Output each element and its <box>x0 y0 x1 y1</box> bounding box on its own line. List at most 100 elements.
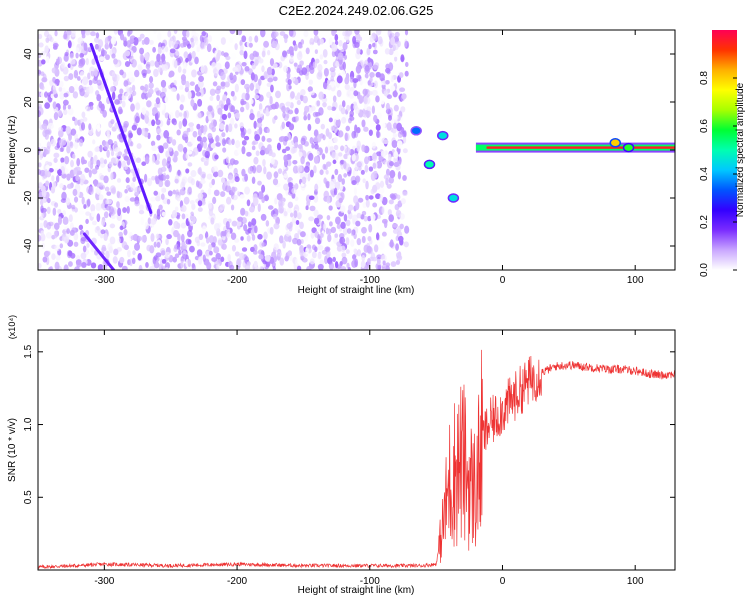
heatmap-cell <box>83 204 87 209</box>
heatmap-cell <box>90 31 96 37</box>
heatmap-cell <box>38 110 41 118</box>
heatmap-cell <box>261 242 267 247</box>
heatmap-cell <box>368 166 374 172</box>
heatmap-cell <box>176 244 181 250</box>
heatmap-cell <box>190 37 194 43</box>
heatmap-cell <box>365 194 370 201</box>
heatmap-cell <box>121 100 126 108</box>
heatmap-cell <box>314 49 318 55</box>
heatmap-cell <box>227 112 232 119</box>
heatmap-cell <box>65 197 71 206</box>
heatmap-cell <box>46 56 50 64</box>
heatmap-cell <box>307 173 311 182</box>
heatmap-cell <box>356 212 362 219</box>
heatmap-cell <box>266 138 272 143</box>
heatmap-cell <box>375 124 381 131</box>
heatmap-cell <box>62 216 69 225</box>
heatmap-cell <box>148 88 154 95</box>
heatmap-cell <box>52 207 57 216</box>
heatmap-cell <box>66 30 72 36</box>
heatmap-cell <box>123 228 128 236</box>
heatmap-cell <box>215 252 221 260</box>
heatmap-cell <box>346 104 351 112</box>
heatmap-cell <box>369 120 375 128</box>
heatmap-cell <box>280 221 284 230</box>
heatmap-cell <box>93 179 98 187</box>
heatmap-cell <box>371 256 378 262</box>
heatmap-cell <box>46 145 51 155</box>
heatmap-cell <box>246 151 252 157</box>
heatmap-cell <box>41 242 45 249</box>
heatmap-cell <box>163 130 170 139</box>
heatmap-cell <box>317 244 324 251</box>
heatmap-cell <box>319 232 324 238</box>
heatmap-cell <box>332 159 337 165</box>
heatmap-cell <box>48 221 54 227</box>
heatmap-cell <box>221 243 227 250</box>
heatmap-cell <box>354 41 360 48</box>
heatmap-cell <box>366 155 371 162</box>
heatmap-cell <box>156 208 161 217</box>
heatmap-cell <box>328 117 333 123</box>
heatmap-cell <box>223 94 227 100</box>
heatmap-cell <box>239 122 244 129</box>
heatmap-cell <box>402 148 408 154</box>
heatmap-cell <box>185 57 189 63</box>
heatmap-cell <box>266 171 272 180</box>
heatmap-cell <box>368 43 372 50</box>
heatmap-cell <box>87 160 94 168</box>
heatmap-cell <box>251 176 256 185</box>
heatmap-cell <box>338 197 343 203</box>
heatmap-cell <box>353 90 359 97</box>
heatmap-cell <box>134 242 140 251</box>
heatmap-cell <box>342 226 348 236</box>
heatmap-cell <box>311 251 317 259</box>
heatmap-cell <box>158 179 164 188</box>
heatmap-cell <box>106 198 113 205</box>
heatmap-cell <box>40 90 44 99</box>
heatmap-cell <box>244 173 248 182</box>
heatmap-cell <box>173 60 178 69</box>
heatmap-cell <box>249 82 255 91</box>
heatmap-cell <box>328 132 333 140</box>
heatmap-cell <box>159 91 166 99</box>
heatmap-cell <box>394 203 400 211</box>
heatmap-cell <box>303 115 308 121</box>
heatmap-cell <box>265 111 270 117</box>
heatmap-cell <box>187 239 192 245</box>
heatmap-cell <box>197 80 204 89</box>
heatmap-cell <box>121 265 128 270</box>
heatmap-cell <box>146 178 153 187</box>
heatmap-cell <box>40 205 44 214</box>
heatmap-cell <box>92 156 97 165</box>
heatmap-cell <box>330 226 337 234</box>
heatmap-cell <box>313 165 317 174</box>
heatmap-cell <box>101 244 107 251</box>
heatmap-cell <box>74 133 79 141</box>
heatmap-cell <box>89 66 95 72</box>
heatmap-cell <box>80 262 87 269</box>
heatmap-cell <box>221 177 226 184</box>
heatmap-cell <box>160 187 166 193</box>
heatmap-cell <box>257 180 262 186</box>
snr-xtick-label: -300 <box>94 576 114 587</box>
heatmap-cell <box>59 91 64 100</box>
heatmap-cell <box>352 36 357 45</box>
heatmap-cell <box>212 236 217 244</box>
heatmap-cell <box>386 122 392 131</box>
heatmap-cell <box>123 155 129 161</box>
heatmap-cell <box>241 92 247 101</box>
heatmap-cell <box>180 233 185 243</box>
heatmap-cell <box>106 149 110 158</box>
heatmap-cell <box>166 120 171 126</box>
heatmap-cell <box>219 191 226 197</box>
heatmap-cell <box>187 90 192 100</box>
colorbar-tick-label: 0.4 <box>699 167 710 181</box>
heatmap-cell <box>207 105 213 112</box>
heatmap-cell <box>213 189 220 197</box>
heatmap-cell <box>200 242 206 247</box>
heatmap-cell <box>278 199 283 208</box>
heatmap-cell <box>368 129 373 136</box>
colorbar-tick-label: 0.6 <box>699 119 710 133</box>
heatmap-cell <box>256 122 263 128</box>
